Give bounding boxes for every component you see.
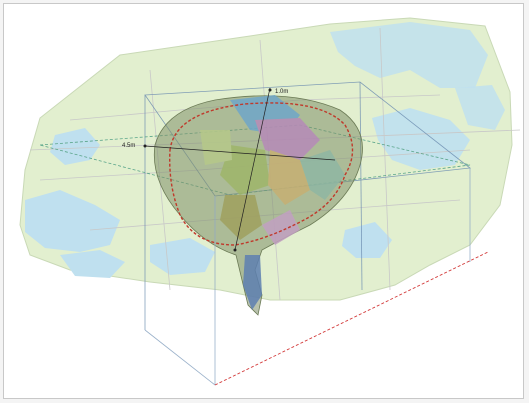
bounding-box-front xyxy=(144,168,471,386)
west-marker-label: 4.5m xyxy=(122,143,135,149)
basemap-water-sw xyxy=(60,250,125,278)
red-contour xyxy=(169,102,354,246)
bounding-box-floor-edge xyxy=(214,251,489,386)
dot-marker-icon xyxy=(268,88,272,92)
geology-patches xyxy=(200,95,345,310)
basemap-water-nw xyxy=(50,128,100,165)
basemap-water-w xyxy=(25,190,120,252)
basemap-water-se xyxy=(342,222,392,258)
dot-marker-icon xyxy=(233,248,237,252)
basemap-water-ne2 xyxy=(455,85,505,130)
dot-marker-icon xyxy=(143,144,147,148)
north-marker-label: 1.0m xyxy=(275,89,288,95)
measurement-lines xyxy=(144,87,336,251)
basemap-water-ne xyxy=(330,22,488,88)
